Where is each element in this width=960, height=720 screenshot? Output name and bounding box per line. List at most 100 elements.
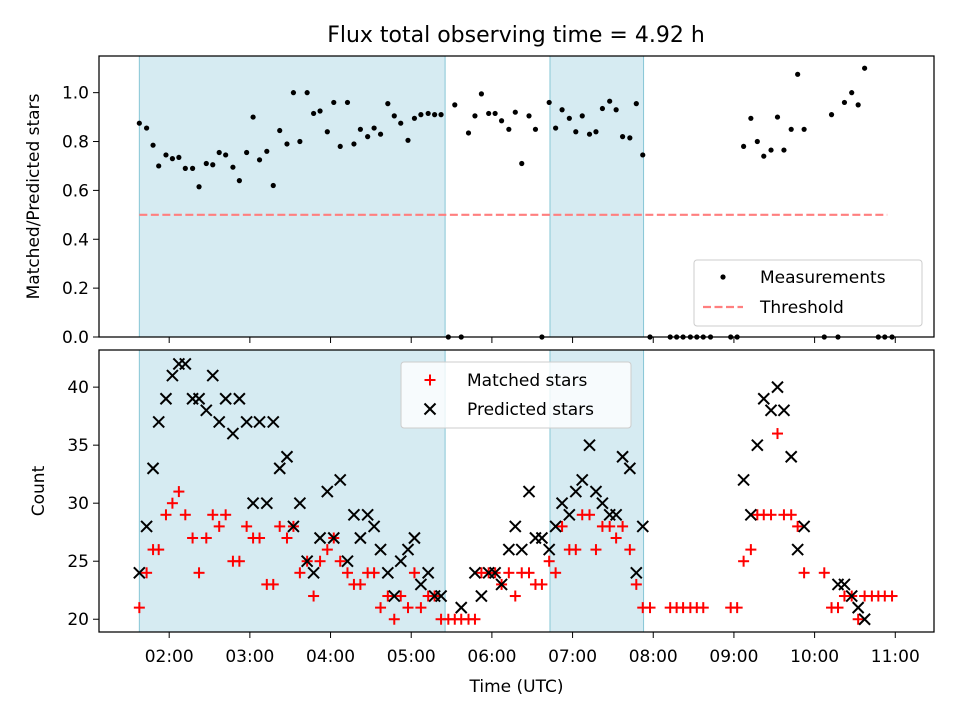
predicted-star-point bbox=[797, 520, 811, 533]
matched-star-point bbox=[241, 520, 253, 532]
predicted-star-point bbox=[280, 450, 294, 463]
measurement-point bbox=[498, 118, 505, 124]
predicted-star-point bbox=[140, 520, 153, 533]
measurement-point bbox=[573, 129, 579, 135]
matched-star-point bbox=[798, 567, 810, 579]
predicted-star-point bbox=[293, 496, 307, 510]
matched-stars-legend-label: Matched stars bbox=[467, 371, 587, 391]
matched-star-point bbox=[254, 532, 266, 544]
predicted-star-point bbox=[845, 589, 858, 603]
predicted-star-point bbox=[133, 566, 146, 580]
predicted-star-point bbox=[771, 380, 784, 394]
matched-star-point bbox=[624, 544, 636, 556]
predicted-star-point-b bbox=[757, 392, 770, 405]
predicted-star-point-b bbox=[609, 508, 623, 521]
predicted-star-point-b bbox=[388, 589, 401, 603]
predicted-star-point-b bbox=[737, 473, 750, 487]
predicted-star-point-b bbox=[623, 462, 637, 475]
predicted-star-point-b bbox=[280, 450, 294, 463]
predicted-star-point bbox=[502, 543, 516, 556]
measurement-point bbox=[472, 113, 478, 119]
matched-star-point bbox=[368, 567, 380, 579]
matched-star-point bbox=[415, 602, 427, 614]
measurement-point bbox=[163, 152, 169, 158]
ratio-y-tick-label: 0.6 bbox=[62, 181, 89, 201]
ratio-legend: Measurements Threshold bbox=[693, 259, 923, 327]
predicted-star-point-b bbox=[784, 450, 798, 463]
matched-star-point bbox=[785, 509, 797, 521]
predicted-star-point bbox=[374, 543, 387, 556]
predicted-star-point-b bbox=[596, 496, 609, 510]
measurement-point bbox=[546, 99, 552, 106]
measurement-point bbox=[169, 156, 176, 162]
measurement-point bbox=[250, 114, 256, 120]
predicted-star-point-b bbox=[226, 427, 240, 440]
matched-star-point bbox=[556, 520, 568, 532]
predicted-star-point bbox=[367, 520, 381, 533]
matched-star-point bbox=[590, 544, 602, 556]
ratio-panel: 0.0 0.2 0.4 0.6 0.8 1.0 Matched/Predicted sta… bbox=[24, 55, 935, 348]
count-x-tick-label: 07:00 bbox=[548, 647, 597, 667]
predicted-star-point-b bbox=[522, 485, 536, 498]
count-axes-frame bbox=[98, 349, 935, 633]
matched-star-point bbox=[166, 497, 178, 509]
matched-star-point bbox=[220, 509, 232, 521]
measurement-point bbox=[633, 101, 639, 107]
matched-star-point bbox=[818, 567, 830, 579]
measurement-point bbox=[619, 134, 626, 140]
predicted-stars-points bbox=[133, 357, 871, 626]
predicted-star-point bbox=[858, 613, 871, 626]
predicted-star-point-b bbox=[555, 496, 569, 510]
measurement-point bbox=[284, 141, 290, 147]
predicted-star-point-b bbox=[260, 496, 274, 510]
measurement-point bbox=[297, 138, 303, 145]
predicted-star-point-b bbox=[334, 473, 347, 487]
predicted-star-point-b bbox=[293, 496, 307, 510]
measurements-legend-label: Measurements bbox=[760, 268, 886, 288]
predicted-star-point bbox=[253, 415, 266, 429]
predicted-star-point bbox=[576, 473, 589, 487]
predicted-star-point-b bbox=[421, 566, 435, 580]
measurement-point bbox=[627, 135, 633, 141]
predicted-star-point bbox=[468, 566, 482, 580]
predicted-star-point-b bbox=[488, 566, 502, 580]
predicted-star-point bbox=[751, 438, 764, 452]
predicted-star-point bbox=[549, 520, 562, 533]
predicted-star-point-b bbox=[152, 415, 165, 429]
matched-star-point bbox=[509, 590, 521, 602]
count-y-tick-label: 30 bbox=[67, 494, 89, 514]
measurement-point bbox=[150, 142, 156, 148]
predicted-star-point-b bbox=[401, 543, 415, 556]
predicted-star-point bbox=[381, 566, 395, 580]
predicted-star-point bbox=[542, 543, 556, 556]
count-legend-box bbox=[400, 361, 632, 429]
predicted-star-point bbox=[563, 508, 576, 521]
measurement-point bbox=[438, 112, 444, 118]
predicted-star-point bbox=[434, 589, 448, 603]
predicted-star-point bbox=[287, 520, 300, 533]
predicted-star-point-b bbox=[240, 415, 253, 429]
predicted-star-point-b bbox=[744, 508, 758, 521]
measurement-point bbox=[196, 184, 202, 190]
predicted-star-point bbox=[146, 462, 160, 475]
predicted-star-point-b bbox=[583, 438, 596, 452]
predicted-star-point-b bbox=[146, 462, 160, 475]
measurement-point bbox=[304, 90, 310, 96]
predicted-star-point bbox=[583, 438, 596, 452]
matched-star-point bbox=[173, 486, 185, 498]
ratio-axes-frame bbox=[98, 55, 935, 338]
ratio-y-tick-label: 0.0 bbox=[62, 328, 89, 348]
predicted-star-point-b bbox=[616, 450, 629, 463]
chart-title: Flux total observing time = 4.92 h bbox=[327, 23, 705, 48]
measurement-point bbox=[391, 113, 397, 119]
predicted-star-point bbox=[589, 485, 603, 498]
measurement-point bbox=[486, 110, 492, 117]
measurement-point bbox=[337, 143, 343, 150]
measurement-point bbox=[357, 126, 363, 132]
predicted-star-point-b bbox=[851, 601, 865, 614]
predicted-stars-legend-marker bbox=[423, 402, 437, 416]
predicted-star-point-b bbox=[347, 508, 361, 521]
measurement-point bbox=[365, 134, 371, 140]
predicted-star-point bbox=[327, 531, 340, 545]
measurement-point bbox=[344, 99, 351, 106]
